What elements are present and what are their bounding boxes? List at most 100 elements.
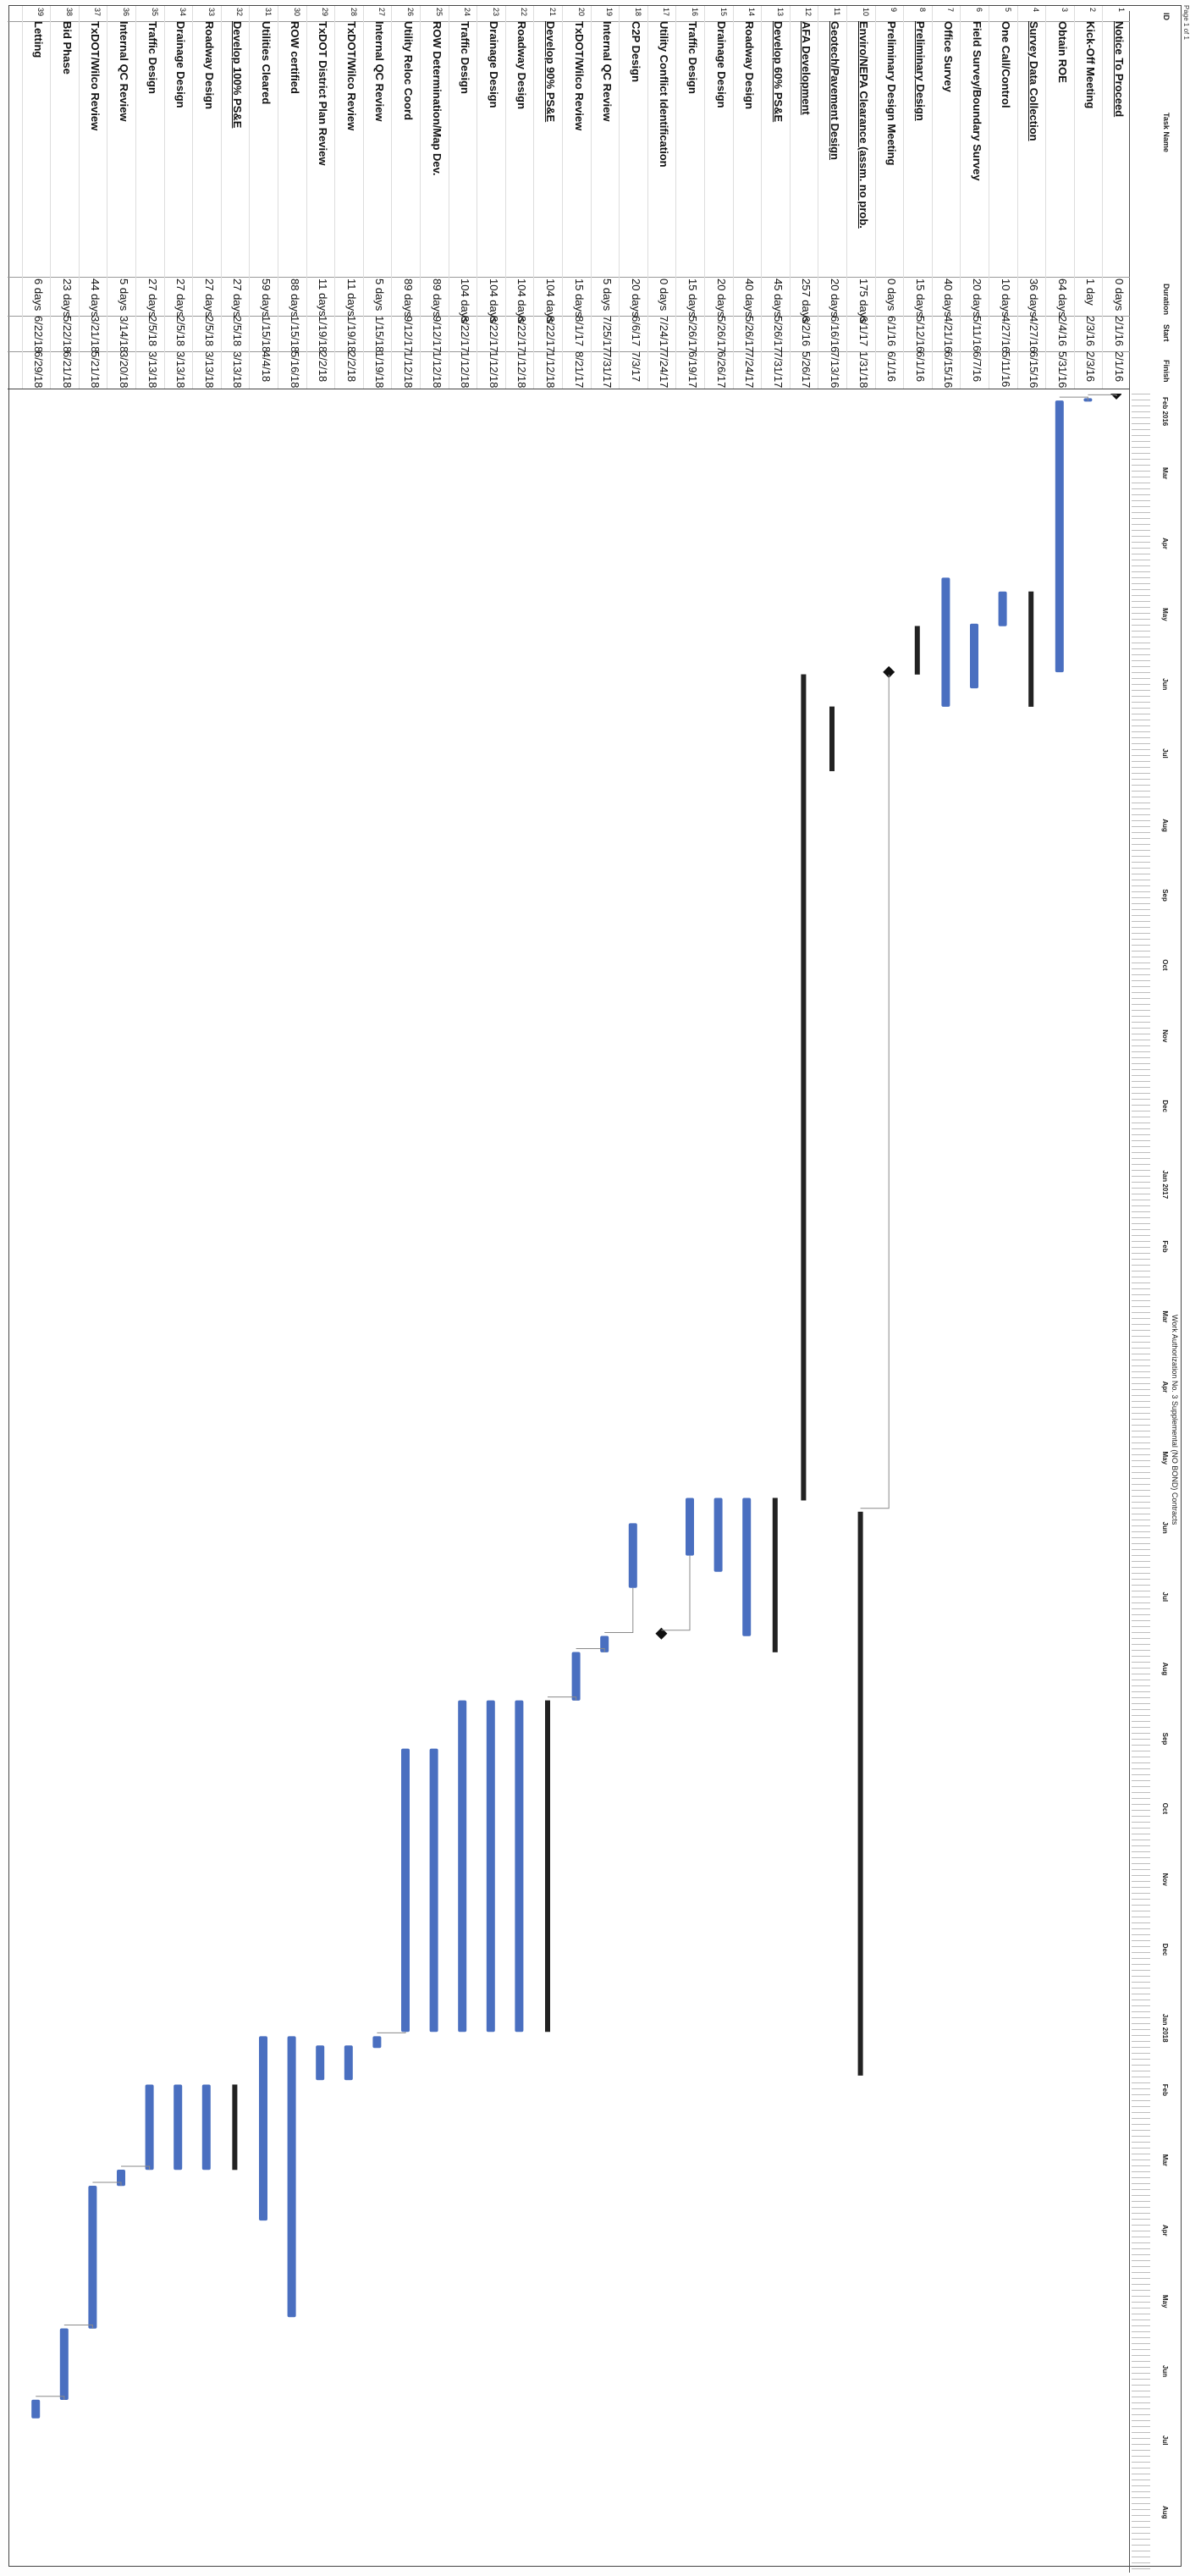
task-name: Letting (32, 21, 46, 58)
table-row[interactable]: 14 Roadway Design 40 days 5/26/17 7/24/17 (739, 6, 758, 389)
task-start: 2/5/18 (231, 316, 245, 347)
col-finish-header[interactable]: Finish (1162, 360, 1171, 383)
table-row[interactable]: 39 Letting 6 days 6/22/18 6/29/18 (28, 6, 47, 389)
task-duration: 27 days (231, 279, 245, 317)
task-duration: 257 days (800, 279, 813, 323)
task-finish: 6/15/16 (942, 351, 956, 389)
row-divider (533, 6, 535, 389)
task-id: 3 (1060, 8, 1069, 13)
row-divider (135, 6, 136, 389)
table-row[interactable]: 28 TxDOT/Wilco Review 11 days 1/19/18 2/2/18 (341, 6, 361, 389)
task-bar (998, 591, 1007, 626)
table-row[interactable]: 18 C2P Design 20 days 6/6/17 7/3/17 (625, 6, 645, 389)
task-id: 34 (179, 8, 188, 17)
timescale-label: May (1161, 1451, 1169, 1465)
table-row[interactable]: 17 Utility Conflict Identification 0 days 7… (653, 6, 673, 389)
table-row[interactable]: 6 Field Survey/Boundary Survey 20 days 5/11… (967, 6, 986, 389)
table-row[interactable]: 26 Utility Reloc Coord 89 days 9/12/17 1/12/… (398, 6, 417, 389)
table-row[interactable]: 24 Traffic Design 104 days 8/22/17 1/12/18 (455, 6, 474, 389)
table-row[interactable]: 36 Internal QC Review 5 days 3/14/18 3/20/18 (113, 6, 133, 389)
table-row[interactable]: 30 ROW certified 88 days 1/15/18 5/16/18 (284, 6, 304, 389)
task-finish: 1/19/18 (373, 351, 387, 389)
table-row[interactable]: 1 Notice To Proceed 0 days 2/1/16 2/1/16 (1109, 6, 1128, 389)
row-divider (21, 6, 23, 389)
table-row[interactable]: 2 Kick-Off Meeting 1 day 2/3/16 2/3/16 (1080, 6, 1099, 389)
table-row[interactable]: 19 Internal QC Review 5 days 7/25/17 7/31/17 (597, 6, 616, 389)
task-start: 6/6/17 (629, 316, 642, 347)
table-row[interactable]: 34 Drainage Design 27 days 2/5/18 3/13/18 (170, 6, 190, 389)
task-finish: 7/3/17 (629, 351, 642, 383)
task-bar (201, 2084, 211, 2171)
task-start: 2/5/18 (146, 316, 159, 347)
table-row[interactable]: 27 Internal QC Review 5 days 1/15/18 1/19/18 (369, 6, 388, 389)
table-row[interactable]: 22 Roadway Design 104 days 8/22/17 1/12/18 (511, 6, 531, 389)
timescale-label: Aug (1161, 1662, 1169, 1676)
col-duration-header[interactable]: Duration (1162, 284, 1171, 315)
task-bar (458, 1700, 467, 2033)
table-row[interactable]: 33 Roadway Design 27 days 2/5/18 3/13/18 (199, 6, 218, 389)
task-name: Preliminary Design (913, 21, 927, 121)
table-row[interactable]: 5 One Call/Control 10 days 4/27/16 5/11/16 (995, 6, 1015, 389)
task-bar (713, 1498, 723, 1572)
table-row[interactable]: 38 Bid Phase 23 days 5/22/18 6/21/18 (57, 6, 76, 389)
task-start: 5/12/16 (913, 316, 927, 353)
table-row[interactable]: 31 Utilities Cleared 59 days 1/15/18 4/4/18 (256, 6, 275, 389)
row-divider (391, 6, 393, 389)
summary-bar (857, 1511, 863, 2076)
table-row[interactable]: 4 Survey Data Collection 36 days 4/27/16 6/1… (1023, 6, 1043, 389)
table-row[interactable]: 11 Geotech/Pavement Design 20 days 6/16/16 7… (824, 6, 844, 389)
task-name: Drainage Design (487, 21, 500, 108)
col-id-header[interactable]: ID (1162, 13, 1171, 20)
schedule-frame: ID Task Name Duration Start Finish Work … (8, 5, 1182, 2573)
table-row[interactable]: 29 TxDOT District Plan Review 11 days 1/19/… (312, 6, 332, 389)
task-start: 5/26/17 (686, 316, 699, 353)
task-id: 39 (36, 8, 46, 17)
table-row[interactable]: 3 Obtain ROE 64 days 2/4/16 5/31/16 (1052, 6, 1072, 389)
task-id: 26 (406, 8, 415, 17)
task-name: Develop 90% PS&E (544, 21, 557, 123)
task-duration: 15 days (686, 279, 699, 317)
task-id: 32 (235, 8, 245, 17)
task-name: Kick-Off Meeting (1084, 21, 1098, 109)
table-row[interactable]: 35 Traffic Design 27 days 2/5/18 3/13/18 (142, 6, 162, 389)
task-bar (88, 2186, 97, 2329)
table-row[interactable]: 20 TxDOT/Wilco Review 15 days 8/1/17 8/21/17 (569, 6, 588, 389)
table-row[interactable]: 13 Develop 60% PS&E 45 days 5/26/17 7/31/17 (768, 6, 787, 389)
table-row[interactable]: 16 Traffic Design 15 days 5/26/17 6/19/17 (682, 6, 702, 389)
task-duration: 64 days (1055, 279, 1069, 317)
table-row[interactable]: 9 Preliminary Design Meeting 0 days 6/1/16 6… (881, 6, 901, 389)
table-row[interactable]: 12 AFA Development 257 days 6/2/16 5/26/17 (796, 6, 815, 389)
row-divider (590, 6, 592, 389)
task-duration: 104 days (515, 279, 529, 323)
task-finish: 1/12/18 (544, 351, 557, 389)
table-row[interactable]: 8 Preliminary Design 15 days 5/12/16 6/1/16 (910, 6, 929, 389)
table-row[interactable]: 7 Office Survey 40 days 4/21/16 6/15/16 (938, 6, 957, 389)
task-start: 6/1/17 (857, 316, 870, 347)
task-duration: 6 days (32, 279, 46, 312)
task-id: 17 (662, 8, 671, 17)
row-divider (846, 6, 847, 389)
col-name-header[interactable]: Task Name (1162, 113, 1171, 152)
table-row[interactable]: 10 Enviro/NEPA Clearance (assm. no prob. 1… (853, 6, 873, 389)
task-start: 9/12/17 (430, 316, 443, 353)
col-start-header[interactable]: Start (1162, 324, 1171, 342)
task-duration: 20 days (714, 279, 728, 317)
table-row[interactable]: 32 Develop 100% PS&E 27 days 2/5/18 3/13/18 (227, 6, 246, 389)
table-row[interactable]: 21 Develop 90% PS&E 104 days 8/22/17 1/12/18 (540, 6, 559, 389)
task-name: Develop 100% PS&E (231, 21, 245, 129)
row-divider (562, 6, 563, 389)
table-row[interactable]: 37 TxDOT/Wilco Review 44 days 3/21/18 5/21/1… (85, 6, 104, 389)
task-name: Enviro/NEPA Clearance (assm. no prob. (857, 21, 870, 229)
task-id: 15 (719, 8, 728, 17)
task-id: 13 (775, 8, 785, 17)
table-row[interactable]: 25 ROW Determination/Map Dev. 89 days 9/12/… (427, 6, 446, 389)
row-divider (647, 6, 648, 389)
task-start: 2/5/18 (174, 316, 188, 347)
table-row[interactable]: 15 Drainage Design 20 days 5/26/17 6/26/17 (711, 6, 730, 389)
task-finish: 3/13/18 (146, 351, 159, 389)
timescale-label: Aug (1161, 819, 1169, 832)
row-divider (306, 6, 307, 389)
table-row[interactable]: 23 Drainage Design 104 days 8/22/17 1/12/18 (483, 6, 503, 389)
timescale-bottom (1132, 394, 1150, 2573)
task-start: 2/3/16 (1084, 316, 1098, 347)
